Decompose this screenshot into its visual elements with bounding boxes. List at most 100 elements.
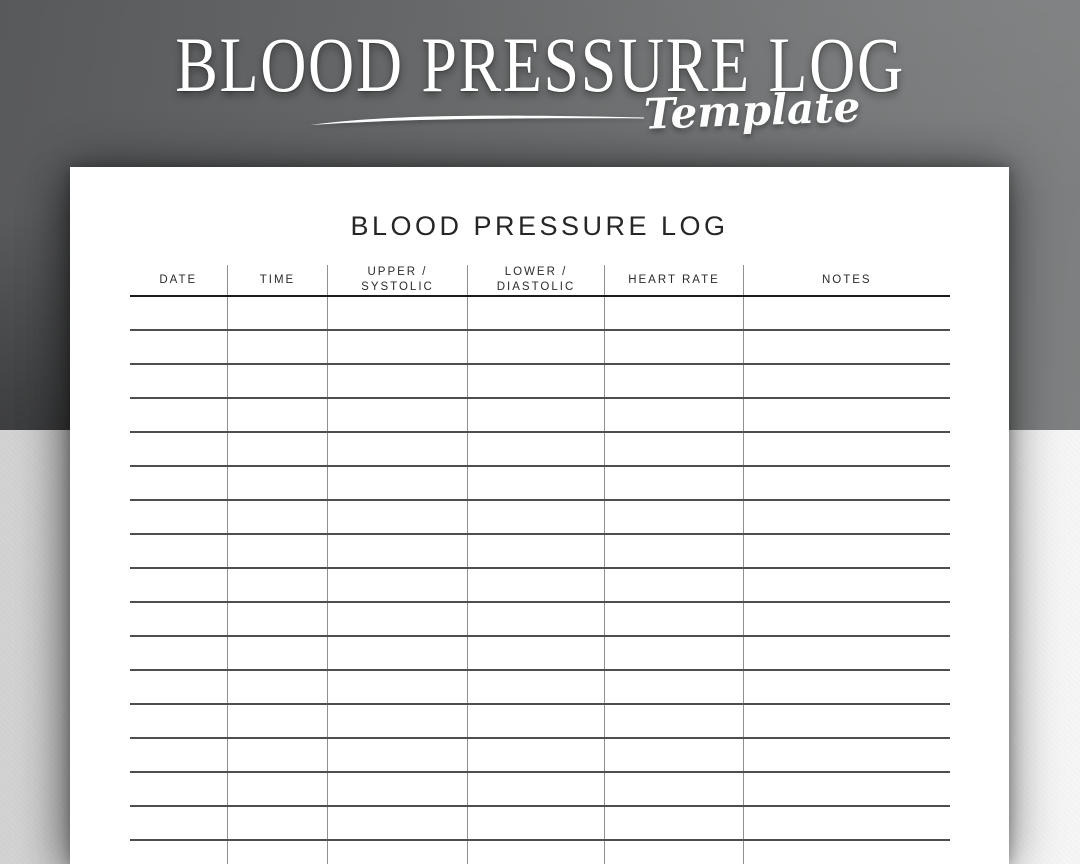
- table-cell: [327, 398, 468, 433]
- hero-title: BLOOD PRESSURE LOG: [175, 21, 905, 108]
- table-cell: [227, 296, 328, 331]
- table-cell: [743, 840, 950, 864]
- table-cell: [327, 772, 468, 807]
- table-cell: [129, 364, 228, 399]
- table-cell: [129, 806, 228, 841]
- table-cell: [604, 364, 744, 399]
- table-cell: [467, 330, 605, 365]
- table-cell: [604, 432, 744, 467]
- table-cell: [743, 364, 950, 399]
- table-cell: [604, 602, 744, 637]
- table-cell: [227, 840, 328, 864]
- table-cell: [129, 636, 228, 671]
- table-body: [129, 296, 950, 864]
- blood-pressure-table: DATE TIME UPPER / SYSTOLIC LOWER / DIAST…: [129, 265, 950, 864]
- table-row: [129, 840, 950, 864]
- table-row: [129, 466, 950, 501]
- table-cell: [227, 398, 328, 433]
- swoosh-underline: [310, 115, 644, 125]
- table-cell: [743, 704, 950, 739]
- table-cell: [467, 534, 605, 569]
- table-cell: [604, 568, 744, 603]
- table-cell: [604, 534, 744, 569]
- table-cell: [743, 806, 950, 841]
- table-row: [129, 738, 950, 773]
- table-cell: [604, 704, 744, 739]
- table-cell: [327, 330, 468, 365]
- table-cell: [327, 432, 468, 467]
- table-cell: [467, 432, 605, 467]
- table-cell: [129, 568, 228, 603]
- table-cell: [227, 602, 328, 637]
- table-cell: [604, 806, 744, 841]
- table-cell: [743, 602, 950, 637]
- table-row: [129, 432, 950, 467]
- table-cell: [227, 534, 328, 569]
- table-cell: [327, 840, 468, 864]
- table-row: [129, 296, 950, 331]
- table-cell: [467, 364, 605, 399]
- paper-sheet: BLOOD PRESSURE LOG DATE TIME UPPER /: [70, 167, 1009, 864]
- table-cell: [604, 330, 744, 365]
- table-cell: [467, 398, 605, 433]
- table-cell: [129, 466, 228, 501]
- table-cell: [604, 840, 744, 864]
- table-row: [129, 806, 950, 841]
- table-row: [129, 636, 950, 671]
- table-cell: [743, 636, 950, 671]
- table-cell: [467, 806, 605, 841]
- table-cell: [467, 840, 605, 864]
- table-cell: [327, 602, 468, 637]
- column-header-upper-systolic: UPPER / SYSTOLIC: [327, 265, 468, 297]
- table-cell: [743, 398, 950, 433]
- table-cell: [227, 704, 328, 739]
- table-cell: [327, 568, 468, 603]
- table-cell: [467, 296, 605, 331]
- table-cell: [743, 568, 950, 603]
- table-cell: [227, 738, 328, 773]
- table-cell: [129, 296, 228, 331]
- table-cell: [604, 466, 744, 501]
- table-row: [129, 330, 950, 365]
- table-row: [129, 500, 950, 535]
- table-cell: [467, 772, 605, 807]
- column-header-lower-diastolic: LOWER / DIASTOLIC: [467, 265, 605, 297]
- table-cell: [129, 840, 228, 864]
- table-cell: [327, 364, 468, 399]
- column-header-date: DATE: [129, 265, 228, 297]
- table-cell: [129, 704, 228, 739]
- table-cell: [743, 534, 950, 569]
- table-cell: [227, 670, 328, 705]
- table-cell: [604, 500, 744, 535]
- table-cell: [743, 500, 950, 535]
- table-cell: [129, 330, 228, 365]
- table-cell: [743, 466, 950, 501]
- table-row: [129, 670, 950, 705]
- table-header-row: DATE TIME UPPER / SYSTOLIC LOWER / DIAST…: [129, 265, 950, 297]
- table-cell: [467, 636, 605, 671]
- table-row: [129, 704, 950, 739]
- table-cell: [467, 568, 605, 603]
- table-cell: [743, 670, 950, 705]
- table-cell: [227, 330, 328, 365]
- table-cell: [743, 772, 950, 807]
- table-cell: [604, 636, 744, 671]
- table-cell: [604, 772, 744, 807]
- table-cell: [227, 466, 328, 501]
- table-row: [129, 534, 950, 569]
- table-cell: [467, 466, 605, 501]
- table-cell: [327, 738, 468, 773]
- table-row: [129, 602, 950, 637]
- table-cell: [327, 670, 468, 705]
- table-row: [129, 772, 950, 807]
- table-cell: [227, 806, 328, 841]
- column-header-time: TIME: [227, 265, 328, 297]
- table-cell: [327, 466, 468, 501]
- table-cell: [227, 568, 328, 603]
- table-row: [129, 364, 950, 399]
- table-cell: [227, 772, 328, 807]
- table-cell: [604, 738, 744, 773]
- table-cell: [327, 704, 468, 739]
- column-header-heart-rate: HEART RATE: [604, 265, 744, 297]
